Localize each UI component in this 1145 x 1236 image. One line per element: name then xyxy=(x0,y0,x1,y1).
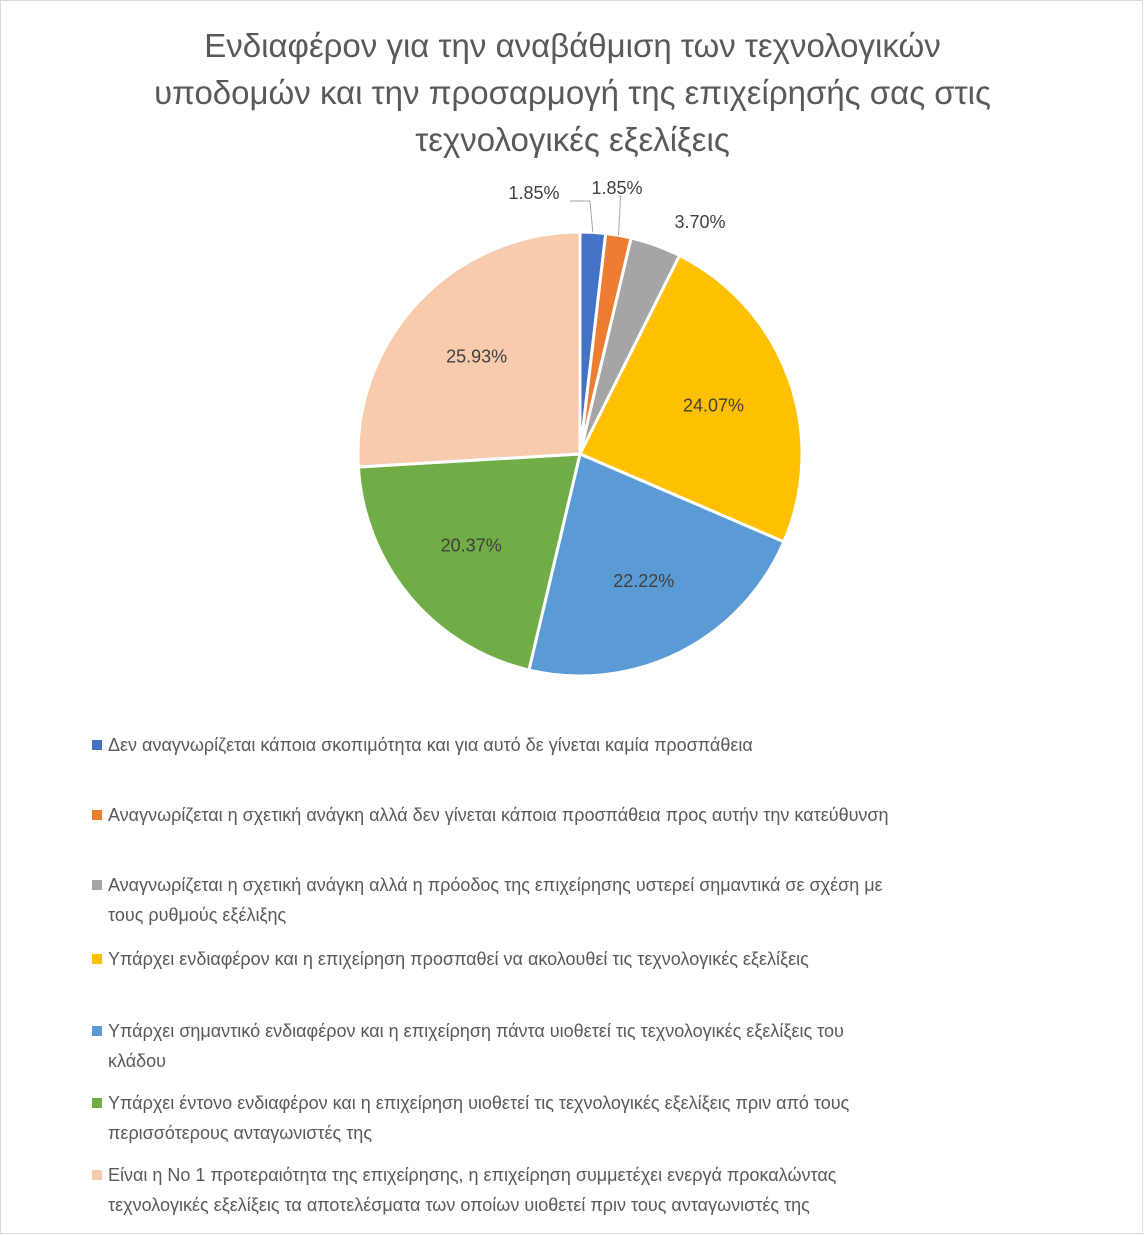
pie-slice-4 xyxy=(577,253,804,544)
legend-label-4: Υπάρχει ενδιαφέρον και η επιχείρηση προσ… xyxy=(108,944,809,974)
leader-line-2 xyxy=(618,195,622,236)
legend-swatch-4 xyxy=(92,954,102,964)
data-label-4: 24.07% xyxy=(683,395,744,415)
legend-label-line: Αναγνωρίζεται η σχετική ανάγκη αλλά η πρ… xyxy=(108,875,883,895)
legend-swatch-7 xyxy=(92,1170,102,1180)
legend-item-2: Αναγνωρίζεται η σχετική ανάγκη αλλά δεν … xyxy=(92,803,1092,830)
legend-swatch-5 xyxy=(92,1026,102,1036)
legend-item-6: Υπάρχει έντονο ενδιαφέρον και η επιχείρη… xyxy=(92,1091,1092,1148)
legend-label-line: τεχνολογικές εξελίξεις τα αποτελέσματα τ… xyxy=(108,1195,810,1215)
pie-slice-7 xyxy=(356,230,582,469)
data-label-1: 1.85% xyxy=(508,183,559,203)
legend-label-2: Αναγνωρίζεται η σχετική ανάγκη αλλά δεν … xyxy=(108,800,889,830)
legend-item-7: Είναι η No 1 προτεραιότητα της επιχείρησ… xyxy=(92,1163,1092,1220)
pie-chart: 1.85% 1.85% 3.70% 24.07% 22.22% 20.37% 25.93% xyxy=(356,178,804,678)
pie-slice-5 xyxy=(527,451,786,678)
chart-title-line-1: Ενδιαφέρον για την αναβάθμιση των τεχνολ… xyxy=(204,27,941,64)
data-label-3: 3.70% xyxy=(674,212,725,232)
legend-label-line: Υπάρχει ενδιαφέρον και η επιχείρηση προσ… xyxy=(108,949,809,969)
data-label-5: 22.22% xyxy=(613,571,674,591)
legend-label-5: Υπάρχει σημαντικό ενδιαφέρον και η επιχε… xyxy=(108,1016,844,1076)
legend-item-4: Υπάρχει ενδιαφέρον και η επιχείρηση προσ… xyxy=(92,947,1092,974)
legend-swatch-6 xyxy=(92,1098,102,1108)
chart-title: Ενδιαφέρον για την αναβάθμιση των τεχνολ… xyxy=(80,22,1065,163)
legend-item-3: Αναγνωρίζεται η σχετική ανάγκη αλλά η πρ… xyxy=(92,873,1092,930)
legend-item-1: Δεν αναγνωρίζεται κάποια σκοπιμότητα και… xyxy=(92,733,1092,760)
legend-label-3: Αναγνωρίζεται η σχετική ανάγκη αλλά η πρ… xyxy=(108,870,883,930)
legend-item-5: Υπάρχει σημαντικό ενδιαφέρον και η επιχε… xyxy=(92,1019,1092,1076)
data-label-7: 25.93% xyxy=(446,347,507,367)
legend-swatch-2 xyxy=(92,810,102,820)
legend-label-line: Είναι η No 1 προτεραιότητα της επιχείρησ… xyxy=(108,1165,837,1185)
legend-label-line: Υπάρχει σημαντικό ενδιαφέρον και η επιχε… xyxy=(108,1021,844,1041)
pie-slice-6 xyxy=(356,452,582,672)
chart-title-line-2: υποδομών και την προσαρμογή της επιχείρη… xyxy=(154,74,991,111)
legend-label-line: Αναγνωρίζεται η σχετική ανάγκη αλλά δεν … xyxy=(108,805,889,825)
legend-label-line: Υπάρχει έντονο ενδιαφέρον και η επιχείρη… xyxy=(108,1093,850,1113)
legend-label-1: Δεν αναγνωρίζεται κάποια σκοπιμότητα και… xyxy=(108,730,753,760)
legend-label-6: Υπάρχει έντονο ενδιαφέρον και η επιχείρη… xyxy=(108,1088,849,1148)
legend-swatch-1 xyxy=(92,740,102,750)
legend-swatch-3 xyxy=(92,880,102,890)
leader-line-1 xyxy=(570,200,594,233)
chart-title-line-3: τεχνολογικές εξελίξεις xyxy=(415,121,730,158)
legend-label-7: Είναι η No 1 προτεραιότητα της επιχείρησ… xyxy=(108,1160,836,1220)
legend-label-line: Δεν αναγνωρίζεται κάποια σκοπιμότητα και… xyxy=(108,735,753,755)
data-label-6: 20.37% xyxy=(441,535,502,555)
legend-label-line: κλάδου xyxy=(108,1051,167,1071)
legend-label-line: περισσότερους ανταγωνιστές της xyxy=(108,1123,372,1143)
legend-label-line: τους ρυθμούς εξέλιξης xyxy=(108,905,287,925)
data-label-2: 1.85% xyxy=(591,178,642,198)
